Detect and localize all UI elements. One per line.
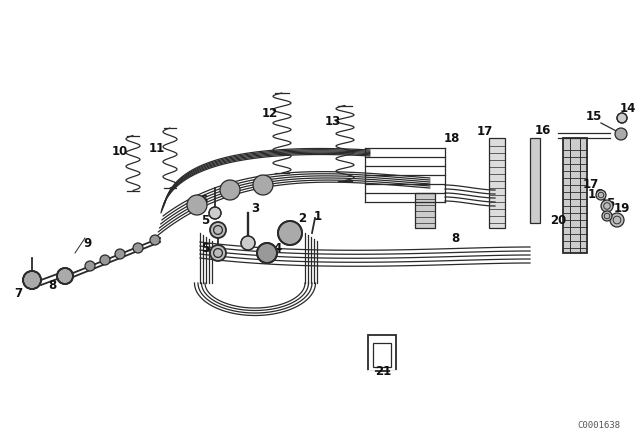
Circle shape (100, 255, 110, 265)
Text: 2: 2 (298, 211, 306, 224)
Text: 21: 21 (375, 365, 391, 378)
Text: 20: 20 (550, 214, 566, 227)
Text: 13: 13 (325, 115, 341, 128)
Text: 18: 18 (444, 132, 460, 145)
Circle shape (601, 200, 613, 212)
Bar (563, 138, 587, 253)
Text: 5: 5 (201, 241, 209, 254)
Circle shape (210, 245, 226, 261)
Text: C0001638: C0001638 (577, 421, 620, 430)
Bar (368, 335, 396, 371)
Bar (530, 138, 540, 223)
Circle shape (257, 243, 277, 263)
Text: 16: 16 (535, 124, 551, 137)
Text: 15: 15 (600, 197, 616, 210)
Text: 9: 9 (83, 237, 91, 250)
Bar (373, 343, 391, 367)
Text: 17: 17 (477, 125, 493, 138)
Circle shape (133, 243, 143, 253)
Text: 8: 8 (48, 279, 56, 292)
Text: 5: 5 (201, 214, 209, 227)
Circle shape (617, 113, 627, 123)
Text: 3: 3 (251, 202, 259, 215)
Circle shape (23, 271, 41, 289)
Circle shape (602, 211, 612, 221)
Text: 17: 17 (583, 177, 599, 190)
Circle shape (220, 180, 240, 200)
Circle shape (57, 268, 73, 284)
Circle shape (615, 128, 627, 140)
Text: 12: 12 (262, 107, 278, 120)
Text: 1: 1 (314, 210, 322, 223)
Bar (415, 193, 435, 228)
Text: 10: 10 (112, 145, 128, 158)
Text: 19: 19 (614, 202, 630, 215)
Bar (489, 138, 505, 228)
Circle shape (209, 207, 221, 219)
Text: 8: 8 (451, 232, 459, 245)
Text: 4: 4 (274, 241, 282, 254)
Circle shape (115, 249, 125, 259)
Circle shape (150, 235, 160, 245)
Text: 7: 7 (14, 287, 22, 300)
Text: 11: 11 (149, 142, 165, 155)
Text: 15: 15 (586, 109, 602, 122)
Text: 16: 16 (588, 188, 604, 201)
Circle shape (210, 222, 226, 238)
Text: 6: 6 (199, 194, 207, 207)
Circle shape (610, 213, 624, 227)
Circle shape (241, 236, 255, 250)
Circle shape (278, 221, 302, 245)
Circle shape (187, 195, 207, 215)
Circle shape (85, 261, 95, 271)
Circle shape (253, 175, 273, 195)
Circle shape (596, 190, 606, 200)
Text: 14: 14 (620, 102, 636, 115)
